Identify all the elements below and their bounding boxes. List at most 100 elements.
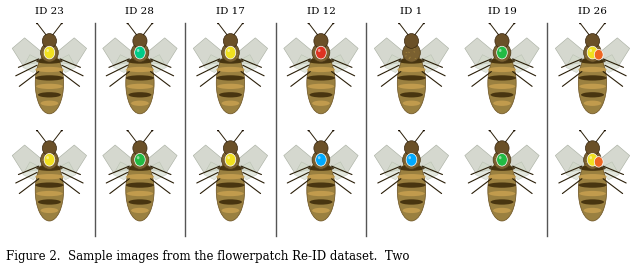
Ellipse shape (143, 158, 145, 159)
Circle shape (266, 213, 273, 220)
Ellipse shape (46, 52, 48, 53)
Circle shape (539, 91, 560, 115)
Circle shape (81, 25, 96, 43)
Polygon shape (566, 162, 587, 180)
Circle shape (461, 188, 469, 198)
Circle shape (531, 80, 541, 92)
Circle shape (527, 100, 543, 120)
Circle shape (127, 96, 138, 109)
Circle shape (398, 22, 400, 24)
Ellipse shape (127, 191, 153, 196)
Polygon shape (145, 162, 166, 180)
Ellipse shape (403, 101, 420, 106)
Circle shape (408, 156, 411, 159)
Ellipse shape (45, 52, 47, 53)
Ellipse shape (127, 58, 153, 64)
Circle shape (232, 108, 252, 131)
Ellipse shape (138, 164, 140, 165)
Ellipse shape (216, 160, 244, 221)
Ellipse shape (586, 34, 600, 48)
Ellipse shape (594, 153, 596, 155)
Ellipse shape (324, 161, 326, 162)
Circle shape (380, 176, 399, 198)
Ellipse shape (307, 174, 335, 179)
Circle shape (186, 74, 207, 99)
Circle shape (340, 219, 352, 233)
Circle shape (347, 57, 362, 75)
Circle shape (98, 25, 111, 41)
Ellipse shape (490, 199, 513, 205)
Circle shape (46, 49, 49, 52)
Ellipse shape (140, 158, 141, 160)
Ellipse shape (579, 84, 606, 89)
Ellipse shape (413, 163, 415, 164)
Circle shape (307, 22, 310, 24)
Ellipse shape (237, 54, 238, 56)
Polygon shape (294, 162, 316, 180)
Circle shape (137, 215, 158, 240)
Ellipse shape (52, 154, 54, 155)
Polygon shape (145, 55, 166, 73)
Circle shape (502, 37, 521, 59)
Ellipse shape (229, 51, 231, 53)
Ellipse shape (216, 53, 244, 114)
Circle shape (449, 195, 458, 205)
Circle shape (138, 183, 159, 208)
Circle shape (561, 179, 580, 202)
Circle shape (242, 22, 244, 24)
Circle shape (604, 22, 606, 24)
Ellipse shape (489, 191, 515, 196)
Ellipse shape (404, 34, 419, 48)
Circle shape (227, 156, 230, 159)
Circle shape (0, 210, 13, 227)
Polygon shape (103, 38, 136, 65)
Circle shape (176, 190, 186, 202)
Circle shape (488, 129, 491, 131)
Ellipse shape (314, 141, 328, 156)
Circle shape (406, 153, 417, 166)
Circle shape (590, 163, 606, 182)
Ellipse shape (493, 150, 511, 169)
Circle shape (79, 95, 92, 109)
Ellipse shape (36, 191, 63, 196)
Circle shape (545, 190, 563, 211)
Polygon shape (326, 55, 348, 73)
Ellipse shape (138, 47, 140, 48)
Circle shape (435, 36, 453, 57)
Ellipse shape (226, 50, 228, 51)
Ellipse shape (400, 199, 423, 205)
Circle shape (92, 134, 110, 155)
Ellipse shape (312, 150, 330, 169)
Circle shape (346, 124, 365, 146)
Circle shape (137, 156, 140, 159)
Circle shape (113, 131, 118, 137)
Circle shape (550, 69, 558, 79)
Polygon shape (374, 145, 407, 172)
Ellipse shape (488, 75, 516, 80)
Ellipse shape (489, 166, 515, 171)
Circle shape (228, 168, 234, 175)
Circle shape (151, 108, 157, 115)
Circle shape (238, 196, 246, 205)
Circle shape (591, 79, 598, 88)
Circle shape (80, 75, 87, 83)
Ellipse shape (579, 174, 607, 179)
Ellipse shape (139, 58, 141, 59)
Ellipse shape (413, 51, 415, 53)
Ellipse shape (586, 141, 600, 156)
Circle shape (127, 129, 129, 131)
Polygon shape (103, 145, 136, 172)
Ellipse shape (219, 199, 242, 205)
Polygon shape (193, 38, 226, 65)
Ellipse shape (398, 191, 425, 196)
Ellipse shape (133, 141, 147, 156)
Ellipse shape (307, 160, 335, 221)
Polygon shape (417, 162, 438, 180)
Text: ID 23: ID 23 (35, 7, 64, 16)
Circle shape (556, 109, 572, 128)
Ellipse shape (47, 46, 48, 47)
Circle shape (180, 165, 198, 186)
Circle shape (595, 157, 603, 167)
Circle shape (93, 134, 106, 150)
Polygon shape (235, 145, 268, 172)
